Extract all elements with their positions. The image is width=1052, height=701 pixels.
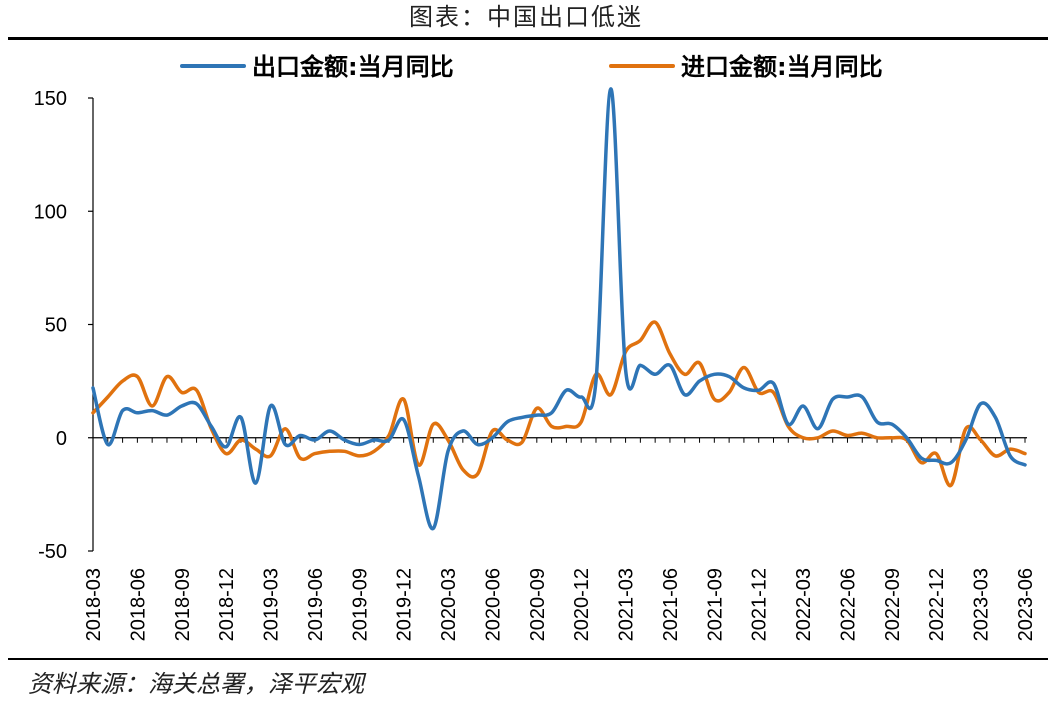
y-tick-label: 50 [45,315,67,337]
x-tick-label: 2022-12 [926,568,948,641]
x-tick-label: 2023-03 [971,568,993,641]
y-tick-label: 100 [34,201,67,223]
x-tick-label: 2019-06 [305,568,327,641]
source-note: 资料来源：海关总署，泽平宏观 [28,670,364,698]
x-tick-label: 2018-12 [216,568,238,641]
x-tick-label: 2022-03 [793,568,815,641]
top-rule [8,37,1048,40]
series-lines [91,87,1027,531]
x-tick-label: 2020-06 [482,568,504,641]
x-tick-label: 2019-09 [349,568,371,641]
y-tick-label: 0 [56,428,67,450]
x-tick-label: 2021-12 [749,568,771,641]
x-tick-label: 2021-03 [616,568,638,641]
x-tick-label: 2018-03 [83,568,105,641]
legend: 出口金额:当月同比 进口金额:当月同比 [180,53,883,81]
legend-label: 出口金额:当月同比 [252,53,454,81]
bottom-rule [8,658,1048,660]
legend-label: 进口金额:当月同比 [681,53,883,81]
x-tick-label: 2020-09 [527,568,549,641]
x-tick-label: 2022-06 [837,568,859,641]
x-tick-label: 2018-09 [172,568,194,641]
chart-title: 图表：中国出口低迷 [409,3,643,31]
x-tick-label: 2019-12 [394,568,416,641]
series-line-export [91,87,1027,531]
series-line-import [91,320,1027,488]
y-tick-label: -50 [38,541,67,563]
x-tick-label: 2022-09 [882,568,904,641]
x-tick-label: 2021-09 [704,568,726,641]
x-tick-label: 2021-06 [660,568,682,641]
x-tick-label: 2020-12 [571,568,593,641]
x-tick-label: 2020-03 [438,568,460,641]
x-tick-label: 2018-06 [127,568,149,641]
x-tick-label: 2019-03 [261,568,283,641]
axes: -50 0 50 100 150 2018-03 2018-06 2018-09 2018-12… [34,88,1037,641]
y-tick-label: 150 [34,88,67,110]
x-tick-label: 2023-06 [1015,568,1037,641]
